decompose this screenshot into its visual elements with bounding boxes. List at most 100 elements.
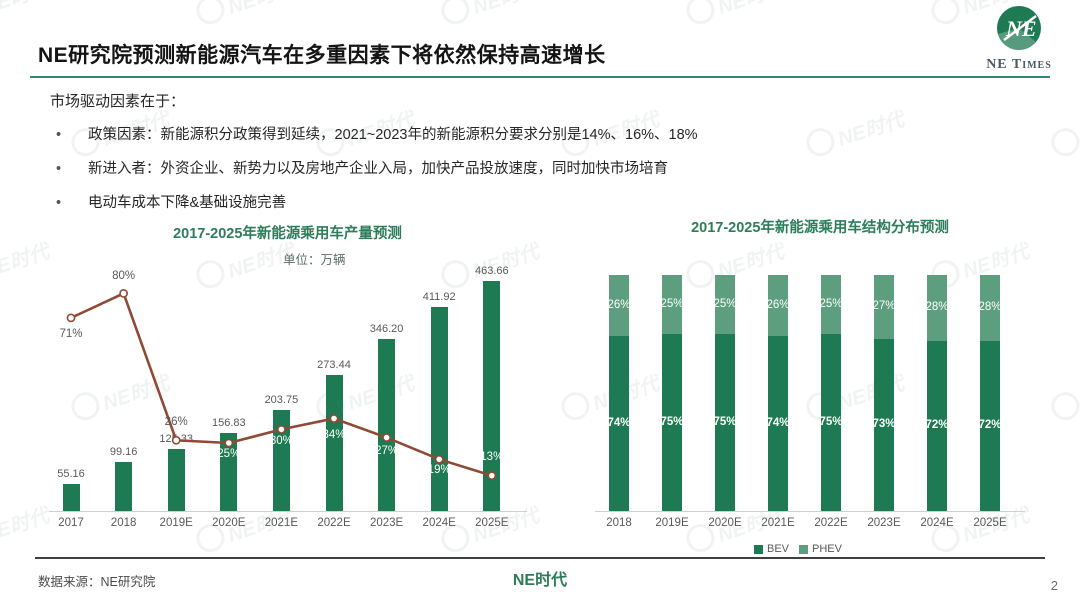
watermark: NE时代 — [0, 0, 52, 30]
watermark-swirl-icon — [1047, 124, 1080, 160]
bullet-item: 政策因素：新能源积分政策得到延续，2021~2023年的新能源积分要求分别是14… — [50, 125, 1040, 145]
data-source: 数据来源：NE研究院 — [38, 575, 156, 589]
bar-value-label: 203.75 — [264, 394, 299, 406]
watermark-swirl-icon — [927, 0, 964, 28]
bar-value-label: 463.66 — [474, 265, 509, 277]
x-axis-label: 2025E — [973, 517, 1007, 529]
legend-label: BEV — [767, 543, 790, 555]
structure-chart: 2017-2025年新能源乘用车结构分布预测 74% 26% 2018 75% 25% 2… — [585, 212, 1055, 562]
production-chart: 2017-2025年新能源乘用车产量预测 单位：万辆 55.16 2017 99.1… — [35, 218, 540, 548]
production-bar — [325, 375, 343, 511]
watermark: NE时代 — [192, 0, 297, 30]
x-axis-label: 2020E — [212, 517, 246, 529]
legend-label: PHEV — [812, 543, 842, 555]
x-axis-label: 2018 — [606, 517, 632, 529]
bullet-item: 电动车成本下降&基础设施完善 — [50, 193, 1040, 213]
bev-bar-segment — [821, 334, 841, 511]
bev-bar-segment — [662, 334, 682, 511]
production-plot: 55.16201799.162018125.332019E156.832020E… — [35, 218, 540, 548]
production-chart-unit: 单位：万辆 — [283, 253, 346, 267]
bev-bar-segment — [715, 334, 735, 511]
legend-item-phev: PHEV — [799, 543, 842, 555]
growth-line-marker — [329, 414, 339, 423]
page-number: 2 — [1050, 578, 1058, 593]
phev-bar-segment — [927, 275, 947, 341]
growth-rate-label: 19% — [427, 464, 451, 477]
growth-line-path — [70, 291, 493, 477]
bev-segment-label: 73% — [872, 418, 896, 430]
growth-line-marker — [171, 435, 181, 445]
bev-segment-label: 72% — [925, 419, 949, 431]
bar-value-label: 55.16 — [57, 468, 85, 480]
bar-value-label: 411.92 — [422, 291, 456, 303]
bev-segment-label: 74% — [607, 416, 631, 429]
phev-bar-segment — [821, 275, 841, 334]
x-axis-line — [595, 511, 1025, 512]
production-bar — [115, 462, 133, 511]
x-axis-label: 2021E — [264, 517, 299, 529]
x-axis-label: 2022E — [317, 517, 351, 529]
growth-line-marker — [434, 454, 444, 464]
bev-bar-segment — [927, 341, 947, 511]
structure-chart-title: 2017-2025年新能源乘用车结构分布预测 — [691, 220, 949, 236]
phev-bar-segment — [874, 275, 894, 339]
x-axis-label: 2017 — [58, 517, 84, 529]
bev-segment-label: 75% — [660, 415, 684, 428]
growth-rate-line — [66, 289, 497, 481]
bev-bar-segment — [609, 336, 629, 511]
legend-swatch — [754, 544, 763, 554]
legend-swatch — [799, 544, 809, 554]
growth-rate-label: 34% — [322, 428, 346, 441]
bev-segment-label: 75% — [713, 415, 737, 428]
phev-bar-segment — [662, 275, 682, 334]
legend-item-bev: BEV — [754, 543, 789, 555]
page-title: NE研究院预测新能源汽车在多重因素下将依然保持高速增长 — [38, 44, 606, 68]
bev-bar-segment — [874, 339, 894, 511]
production-bar — [272, 410, 290, 511]
production-chart-title: 2017-2025年新能源乘用车产量预测 — [173, 226, 402, 242]
x-axis-label: 2023E — [867, 517, 901, 529]
phev-segment-label: 26% — [766, 298, 790, 311]
bullet-item: 新进入者：外资企业、新势力以及房地产企业入局，加快产品投放速度，同时加快市场培育 — [50, 159, 1040, 179]
x-axis-line — [49, 511, 527, 512]
x-axis-label: 2018 — [110, 517, 137, 529]
x-axis-label: 2024E — [920, 517, 954, 529]
phev-segment-label: 28% — [925, 301, 949, 313]
phev-segment-label: 25% — [713, 297, 737, 310]
phev-segment-label: 27% — [872, 300, 896, 312]
phev-bar-segment — [980, 275, 1000, 341]
growth-rate-label: 71% — [59, 327, 83, 340]
watermark-swirl-icon — [192, 0, 229, 28]
ne-times-logo: NE NE Times — [974, 4, 1064, 73]
growth-line-marker — [119, 289, 128, 298]
x-axis-label: 2025E — [475, 517, 509, 529]
watermark: NE时代 — [1047, 102, 1080, 161]
growth-line-marker — [224, 438, 234, 448]
bev-segment-label: 74% — [766, 416, 790, 429]
watermark: NE时代 — [682, 0, 787, 30]
structure-plot: 74% 26% 2018 75% 25% 2019E 75% 25% 2020E 74% 26% 20… — [585, 212, 1055, 562]
structure-chart-legend: BEV PHEV — [563, 543, 1033, 555]
phev-segment-label: 28% — [978, 301, 1002, 313]
growth-rate-label: 13% — [480, 450, 504, 463]
growth-rate-label: 25% — [217, 448, 241, 460]
market-drivers-section: 市场驱动因素在于： 政策因素：新能源积分政策得到延续，2021~2023年的新能… — [50, 90, 1040, 227]
x-axis-label: 2021E — [761, 517, 795, 529]
footer-brand: NE时代 — [512, 572, 568, 589]
x-axis-label: 2024E — [422, 517, 456, 529]
bev-segment-label: 75% — [819, 415, 843, 428]
x-axis-label: 2019E — [159, 517, 193, 529]
bev-bar-segment — [980, 341, 1000, 511]
bar-value-label: 346.20 — [369, 323, 404, 335]
growth-line-marker — [66, 313, 76, 323]
bullet-list: 政策因素：新能源积分政策得到延续，2021~2023年的新能源积分要求分别是14… — [50, 125, 1040, 213]
x-axis-label: 2022E — [814, 517, 848, 529]
bar-value-label: 273.44 — [317, 359, 351, 371]
footer-divider — [35, 557, 1045, 559]
bar-value-label: 99.16 — [109, 446, 138, 458]
growth-rate-label: 26% — [164, 416, 188, 429]
x-axis-label: 2019E — [655, 517, 689, 529]
ne-times-wordmark: NE Times — [986, 57, 1052, 72]
bev-bar-segment — [768, 336, 788, 511]
